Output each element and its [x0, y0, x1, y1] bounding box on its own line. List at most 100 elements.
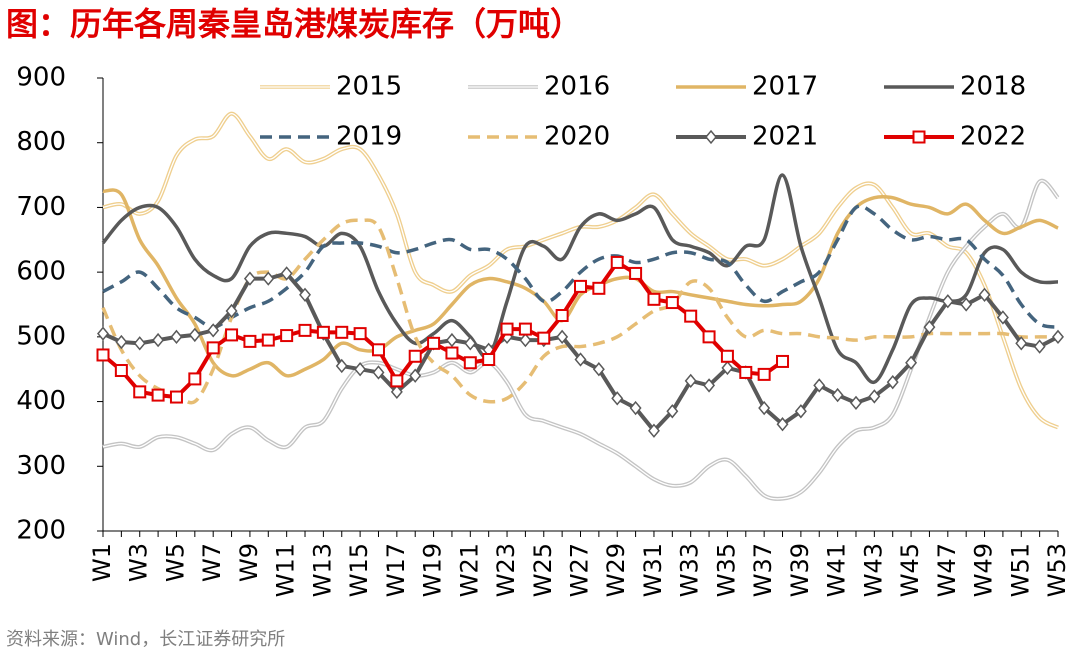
marker — [592, 281, 606, 295]
marker — [941, 294, 954, 309]
marker — [574, 352, 587, 367]
marker — [831, 387, 844, 403]
x-tick-label: W23 — [492, 543, 520, 597]
x-tick-label: W51 — [1006, 543, 1034, 597]
legend-label: 2017 — [752, 72, 818, 102]
marker — [666, 404, 679, 419]
marker — [776, 354, 790, 368]
marker — [721, 360, 734, 376]
x-tick-label: W21 — [455, 543, 483, 597]
marker — [408, 349, 422, 363]
marker — [794, 404, 807, 419]
marker — [610, 255, 624, 269]
marker — [684, 309, 698, 323]
marker — [647, 423, 660, 438]
y-tick-label: 900 — [16, 63, 66, 93]
marker — [152, 332, 165, 348]
series-line — [101, 173, 1059, 384]
marker — [1015, 336, 1028, 351]
x-tick-label: W9 — [235, 543, 263, 582]
series-line-inner — [102, 180, 1059, 500]
marker — [556, 329, 569, 345]
marker — [151, 388, 165, 402]
marker — [115, 334, 128, 350]
y-tick-label: 300 — [16, 451, 66, 481]
marker — [464, 336, 477, 351]
x-tick-label: W5 — [161, 543, 189, 582]
y-tick-label: 600 — [16, 257, 66, 287]
legend-label: 2016 — [544, 72, 610, 102]
legend-label: 2022 — [960, 122, 1026, 152]
marker — [409, 368, 422, 383]
marker — [482, 353, 496, 367]
marker — [262, 271, 275, 286]
marker — [188, 327, 201, 343]
marker — [299, 287, 311, 302]
marker — [555, 309, 569, 323]
x-tick-label: W29 — [602, 543, 630, 597]
marker — [592, 362, 605, 377]
y-tick-label: 400 — [16, 386, 66, 416]
marker — [114, 364, 128, 378]
marker — [537, 331, 551, 345]
marker — [445, 332, 458, 348]
marker — [206, 341, 220, 355]
marker — [703, 378, 716, 393]
marker — [611, 391, 624, 406]
marker — [720, 349, 734, 363]
marker — [850, 395, 862, 411]
legend-marker — [705, 129, 717, 145]
marker — [298, 323, 312, 337]
marker — [445, 346, 459, 360]
marker — [316, 325, 330, 339]
marker — [207, 323, 220, 338]
x-tick-label: W11 — [272, 543, 300, 597]
marker — [371, 343, 385, 357]
marker — [702, 330, 716, 344]
x-tick-label: W49 — [970, 543, 998, 597]
x-tick-label: W31 — [639, 543, 667, 597]
x-tick-label: W15 — [345, 543, 373, 597]
marker — [225, 328, 239, 342]
marker — [1033, 339, 1046, 354]
marker — [188, 372, 202, 386]
marker — [960, 297, 973, 312]
x-tick-label: W53 — [1043, 543, 1071, 597]
legend-label: 2019 — [336, 122, 402, 152]
marker — [647, 292, 661, 306]
x-tick-label: W25 — [529, 543, 557, 597]
marker — [629, 266, 643, 280]
y-tick-label: 700 — [16, 192, 66, 222]
marker — [390, 374, 404, 388]
legend-marker — [912, 130, 926, 144]
marker — [463, 356, 477, 370]
x-tick-label: W37 — [749, 543, 777, 597]
marker — [923, 319, 936, 335]
marker — [170, 329, 183, 345]
x-tick-label: W39 — [786, 543, 814, 597]
marker — [758, 400, 771, 416]
marker — [739, 365, 753, 379]
marker — [133, 385, 147, 399]
marker — [665, 296, 679, 310]
x-tick-label: W35 — [712, 543, 740, 597]
marker — [280, 329, 294, 343]
marker — [133, 336, 146, 351]
y-tick-label: 800 — [16, 127, 66, 157]
x-tick-label: W1 — [88, 543, 116, 582]
x-tick-label: W17 — [382, 543, 410, 597]
marker — [169, 390, 183, 404]
marker — [96, 348, 110, 362]
x-tick-label: W45 — [896, 543, 924, 597]
marker — [243, 271, 256, 286]
x-tick-label: W7 — [198, 543, 226, 582]
marker — [868, 389, 881, 404]
series-line — [101, 259, 784, 400]
marker — [629, 400, 642, 416]
marker — [335, 325, 349, 339]
legend-label: 2015 — [336, 72, 402, 102]
x-tick-label: W41 — [823, 543, 851, 597]
chart-title: 图：历年各周秦皇岛港煤炭库存（万吨） — [6, 5, 582, 43]
